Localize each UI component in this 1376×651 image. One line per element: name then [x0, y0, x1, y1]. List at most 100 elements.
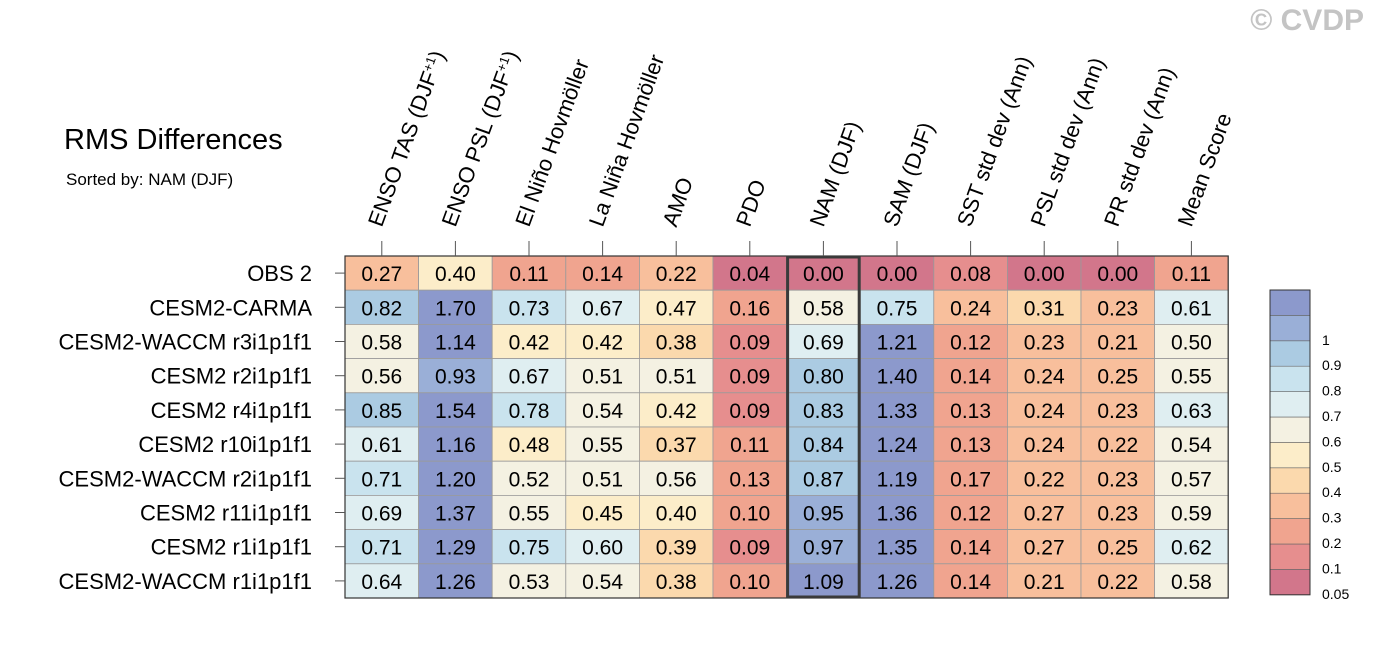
column-label: PDO: [731, 176, 771, 229]
cell-value: 0.13: [950, 400, 991, 423]
cell-value: 0.23: [1097, 297, 1138, 320]
cell-value: 0.84: [803, 434, 844, 457]
cell-value: 0.47: [656, 297, 697, 320]
cell-value: 0.67: [509, 366, 550, 389]
cell-value: 0.39: [656, 537, 697, 560]
heatmap-cell: [1080, 563, 1155, 599]
cell-value: 0.67: [582, 297, 623, 320]
colorbar-segment: [1269, 391, 1311, 418]
cell-value: 0.12: [950, 503, 991, 526]
cell-value: 0.23: [1097, 400, 1138, 423]
cell-value: 0.23: [1024, 332, 1065, 355]
column-label: PSL std dev (Ann): [1025, 54, 1109, 230]
cell-value: 0.63: [1171, 400, 1212, 423]
cell-value: 1.70: [435, 297, 476, 320]
cell-value: 0.38: [656, 571, 697, 594]
colorbar-segment: [1269, 416, 1311, 443]
column-label: La Niña Hovmöller: [584, 51, 669, 230]
heatmap-cell: [786, 426, 861, 462]
column-label: Mean Score: [1173, 110, 1237, 230]
cell-value: 0.21: [1097, 332, 1138, 355]
column-label: El Niño Hovmöller: [510, 56, 594, 230]
heatmap-cell: [712, 563, 787, 599]
cell-value: 0.09: [729, 400, 770, 423]
cell-value: 0.23: [1097, 503, 1138, 526]
cell-value: 0.11: [1172, 263, 1211, 286]
cell-value: 1.24: [877, 434, 918, 457]
heatmap-cell: [1154, 494, 1229, 530]
heatmap-cell: [712, 358, 787, 394]
heatmap-cell: [344, 289, 419, 325]
heatmap-cell: [565, 460, 640, 496]
cell-value: 1.40: [877, 366, 918, 389]
cell-value: 0.80: [803, 366, 844, 389]
heatmap-cell: [639, 289, 714, 325]
cell-value: 0.27: [361, 263, 402, 286]
heatmap-cell: [344, 529, 419, 565]
heatmap-cell: [565, 529, 640, 565]
cell-value: 0.48: [509, 434, 550, 457]
cell-value: 0.31: [1024, 297, 1065, 320]
cell-value: 0.21: [1024, 571, 1065, 594]
cell-value: 0.58: [361, 332, 402, 355]
cell-value: 0.73: [509, 297, 550, 320]
heatmap-cell: [1080, 392, 1155, 428]
cell-value: 0.22: [1097, 571, 1138, 594]
heatmap-cell: [565, 494, 640, 530]
colorbar-frame: [1269, 289, 1311, 596]
heatmap-cell: [1154, 255, 1229, 291]
sorted-column-highlight: [786, 255, 861, 599]
heatmap-cell: [418, 255, 493, 291]
colorbar-segment: [1269, 518, 1311, 545]
heatmap-cell: [565, 426, 640, 462]
colorbar-segment: [1269, 543, 1311, 570]
heatmap-cell: [1154, 460, 1229, 496]
cell-value: 1.19: [877, 468, 918, 491]
heatmap-cell: [1007, 529, 1082, 565]
colorbar-tick-label: 0.05: [1322, 586, 1349, 602]
colorbar-tick-label: 0.8: [1322, 383, 1342, 399]
cell-value: 0.38: [656, 332, 697, 355]
cell-value: 0.00: [1097, 263, 1138, 286]
heatmap-cell: [1080, 255, 1155, 291]
heatmap-cell: [933, 563, 1008, 599]
cell-value: 0.42: [656, 400, 697, 423]
row-label: CESM2-WACCM r3i1p1f1: [59, 330, 312, 355]
cell-value: 0.00: [877, 263, 918, 286]
heatmap-cell: [639, 392, 714, 428]
cell-value: 0.61: [1171, 297, 1212, 320]
colorbar-tick-label: 0.4: [1322, 484, 1342, 500]
cell-value: 1.20: [435, 468, 476, 491]
cell-value: 0.24: [1024, 434, 1065, 457]
cell-value: 0.10: [729, 503, 770, 526]
heatmap-cell: [1007, 323, 1082, 359]
cell-value: 0.54: [582, 571, 623, 594]
colorbar-segment: [1269, 467, 1311, 494]
heatmap-cell: [418, 358, 493, 394]
row-label: CESM2 r10i1p1f1: [138, 432, 312, 457]
heatmap-cell: [1080, 358, 1155, 394]
heatmap-cell: [712, 289, 787, 325]
heatmap-cell: [859, 494, 935, 530]
cell-value: 0.53: [509, 571, 550, 594]
cell-value: 0.24: [1024, 400, 1065, 423]
heatmap-cell: [712, 494, 787, 530]
cell-value: 0.57: [1171, 468, 1212, 491]
cell-value: 0.09: [729, 332, 770, 355]
cell-value: 0.14: [950, 366, 991, 389]
heatmap-cell: [1080, 426, 1155, 462]
cell-value: 0.71: [361, 468, 402, 491]
cell-value: 0.61: [361, 434, 402, 457]
column-label: NAM (DJF): [805, 118, 866, 230]
cell-value: 0.62: [1171, 537, 1212, 560]
credit-watermark: © CVDP: [1250, 4, 1364, 37]
heatmap-cell: [639, 494, 714, 530]
heatmap-cell: [565, 323, 640, 359]
cell-value: 0.56: [361, 366, 402, 389]
cell-value: 0.00: [1024, 263, 1065, 286]
heatmap-cell: [712, 392, 787, 428]
heatmap-cell: [1154, 392, 1229, 428]
heatmap-cell: [786, 358, 861, 394]
cell-value: 0.14: [950, 571, 991, 594]
